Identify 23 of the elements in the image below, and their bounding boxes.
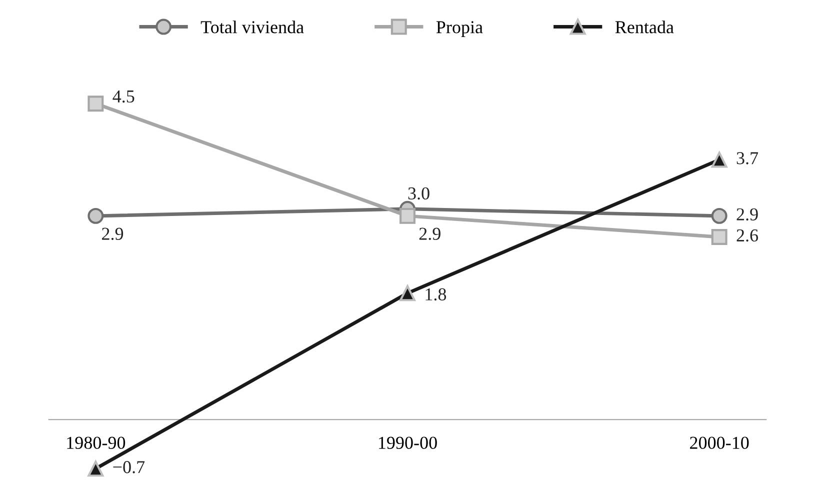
legend-label: Total vivienda [200,20,304,34]
data-label: 2.6 [736,229,758,242]
x-tick-label: 2000-10 [690,436,749,449]
legend-label: Propia [436,21,483,37]
data-label: 3.7 [736,152,758,164]
point [88,96,104,112]
point [400,285,416,302]
x-tick-label: 1980-90 [67,436,126,449]
point [400,208,416,224]
point [88,460,104,477]
point [711,229,728,245]
point [88,208,104,224]
point [711,208,728,224]
data-label: −0.7 [113,461,145,474]
data-label: 2.9 [102,228,124,240]
data-label: 4.5 [112,90,134,103]
point [711,152,728,168]
x-tick-label: 1990-00 [379,436,437,449]
legend-label: Rentada [615,20,674,34]
data-label: 3.0 [408,187,430,200]
data-label: 1.8 [426,288,446,301]
data-label: 2.9 [419,228,440,240]
data-label: 2.9 [736,208,758,221]
